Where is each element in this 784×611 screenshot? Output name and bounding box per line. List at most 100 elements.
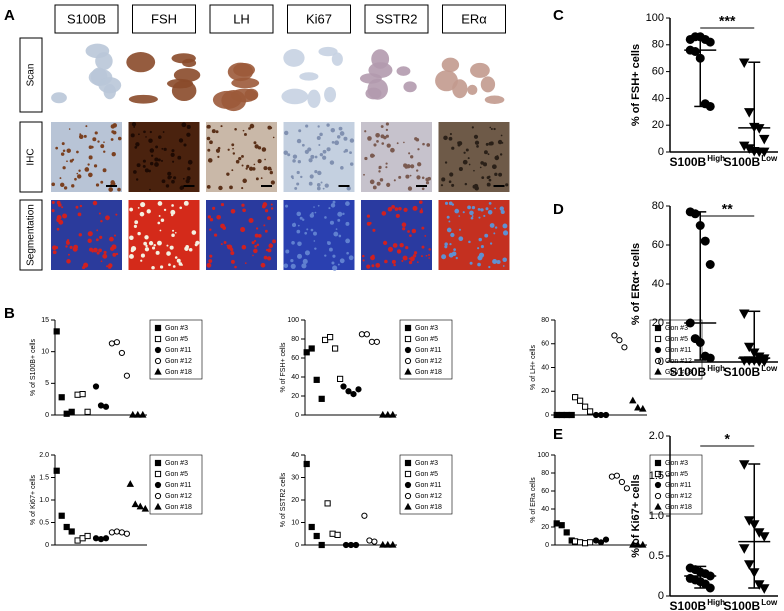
texture-dot <box>102 253 108 259</box>
texture-dot <box>316 186 321 191</box>
texture-dot <box>254 244 257 248</box>
marker <box>654 459 662 467</box>
texture-dot <box>422 142 425 146</box>
y-tick-label: 100 <box>646 12 664 24</box>
y-tick-label: 20 <box>652 119 664 131</box>
marker <box>758 584 770 594</box>
marker <box>379 410 387 418</box>
texture-dot <box>283 263 289 268</box>
texture-dot <box>396 142 399 145</box>
texture-dot <box>77 212 82 217</box>
stain-header-box <box>209 4 274 34</box>
texture-dot <box>385 122 389 126</box>
texture-dot <box>416 175 421 180</box>
texture-dot <box>143 241 147 246</box>
marker <box>404 481 412 489</box>
texture-dot <box>134 220 139 225</box>
texture-dot <box>179 186 184 190</box>
texture-dot <box>366 222 370 225</box>
texture-dot <box>316 136 321 141</box>
tissue-blob <box>484 95 505 104</box>
texture-dot <box>318 144 321 147</box>
texture-dot <box>172 160 175 163</box>
marker <box>131 500 140 508</box>
texture-dot <box>55 246 59 250</box>
texture-dot <box>462 211 465 214</box>
legend-box <box>149 454 203 515</box>
marker <box>602 536 610 543</box>
texture-dot <box>142 164 146 168</box>
texture-dot <box>290 258 294 263</box>
tissue-blob <box>281 88 309 105</box>
texture-dot <box>185 179 190 184</box>
texture-dot <box>207 148 211 152</box>
tissue-blob <box>470 62 490 78</box>
texture-dot <box>371 264 375 268</box>
y-tick-label: 40 <box>291 374 299 381</box>
texture-dot <box>412 205 418 211</box>
texture-dot <box>74 177 77 181</box>
marker <box>738 58 750 69</box>
marker <box>654 357 662 365</box>
texture-dot <box>253 141 257 145</box>
texture-dot <box>497 139 503 145</box>
texture-dot <box>412 254 417 258</box>
legend-label: Gon #12 <box>165 358 192 365</box>
marker <box>738 460 750 470</box>
marker <box>74 391 81 398</box>
texture-dot <box>251 241 255 245</box>
marker <box>368 338 375 345</box>
category-superscript: Low <box>761 154 778 163</box>
texture-dot <box>161 179 166 184</box>
y-tick-label: 100 <box>537 452 549 459</box>
texture-dot <box>372 154 376 157</box>
texture-dot <box>154 162 159 167</box>
texture-dot <box>322 155 327 160</box>
texture-dot <box>269 170 273 175</box>
texture-dot <box>158 135 162 139</box>
texture-dot <box>62 149 66 153</box>
texture-dot <box>100 144 105 149</box>
texture-dot <box>297 241 302 247</box>
marker <box>154 502 162 510</box>
legend-box <box>649 319 703 380</box>
texture-dot <box>257 159 262 164</box>
texture-dot <box>179 206 183 210</box>
marker <box>79 535 86 542</box>
y-axis-label: % of FSH+ cells <box>280 342 287 392</box>
legend-label: Gon #18 <box>165 504 192 511</box>
texture-dot <box>183 143 187 147</box>
texture-dot <box>80 135 83 139</box>
texture-dot <box>478 237 482 242</box>
texture-dot <box>339 131 345 136</box>
texture-dot <box>269 168 272 171</box>
texture-dot <box>139 211 145 217</box>
texture-dot <box>440 184 444 187</box>
marker <box>154 481 162 489</box>
texture-dot <box>417 162 422 167</box>
texture-dot <box>477 255 483 261</box>
texture-dot <box>76 172 79 175</box>
texture-dot <box>332 200 336 204</box>
tissue-blob <box>171 80 197 102</box>
texture-dot <box>428 254 431 257</box>
y-tick-label: 0 <box>295 542 299 549</box>
texture-dot <box>496 259 501 265</box>
texture-dot <box>209 228 212 231</box>
marker <box>404 470 412 478</box>
texture-dot <box>427 176 431 181</box>
legend-label: Gon #12 <box>415 358 442 365</box>
tissue-blob <box>452 79 468 99</box>
texture-dot <box>494 207 496 210</box>
texture-dot <box>287 153 291 157</box>
texture-dot <box>489 242 493 245</box>
marker <box>352 541 360 549</box>
texture-dot <box>494 226 498 229</box>
texture-dot <box>375 132 380 138</box>
texture-dot <box>468 240 471 244</box>
legend-label: Gon #11 <box>165 482 191 489</box>
texture-dot <box>213 233 218 237</box>
texture-dot <box>96 251 100 255</box>
marker <box>705 260 715 269</box>
texture-dot <box>450 232 455 238</box>
